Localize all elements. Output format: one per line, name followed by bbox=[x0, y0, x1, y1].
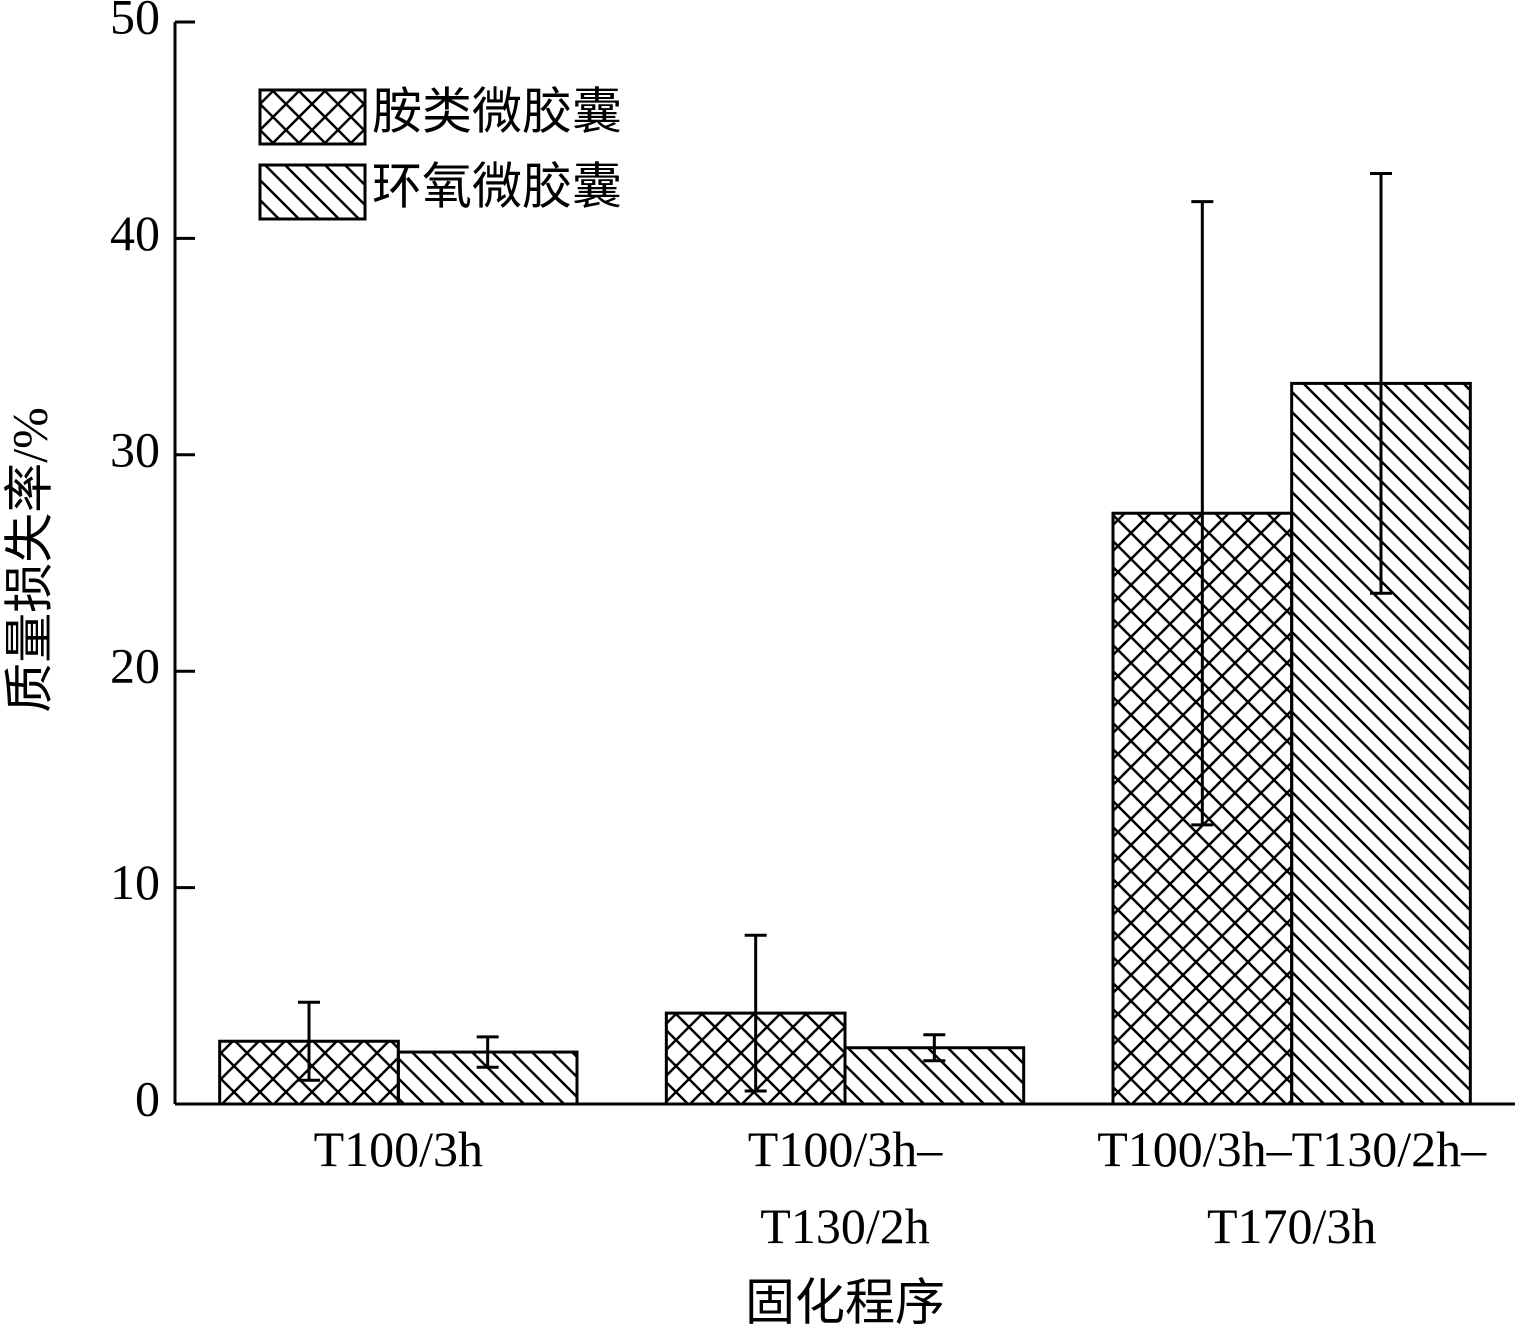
x-tick-label: T100/3h bbox=[314, 1121, 483, 1177]
legend-swatch bbox=[258, 163, 367, 221]
error-bar bbox=[744, 933, 767, 1093]
error-bar bbox=[1191, 200, 1214, 827]
error-bar bbox=[1370, 171, 1392, 595]
y-tick-label: 10 bbox=[110, 854, 160, 910]
y-tick-label: 40 bbox=[110, 205, 160, 261]
error-bar bbox=[476, 1035, 499, 1069]
error-bar bbox=[298, 1000, 320, 1082]
bar bbox=[843, 1046, 1026, 1106]
x-tick-label: T100/3h–T130/2h– T170/3h bbox=[1097, 1121, 1487, 1254]
x-axis-label: 固化程序 bbox=[745, 1274, 945, 1330]
y-tick-label: 30 bbox=[110, 421, 160, 477]
x-tick-label-line: T100/3h– bbox=[748, 1121, 943, 1177]
legend-label: 胺类微胶囊 bbox=[372, 83, 622, 139]
legend-label: 环氧微胶囊 bbox=[372, 158, 622, 214]
y-axis-label: 质量损失率/% bbox=[1, 407, 57, 713]
x-tick-label-line: T100/3h–T130/2h– bbox=[1097, 1121, 1487, 1177]
x-tick-label: T100/3h– T130/2h bbox=[748, 1121, 943, 1254]
x-tick-label-line: T170/3h bbox=[1207, 1198, 1376, 1254]
y-tick-label: 50 bbox=[110, 0, 160, 44]
y-tick-label: 0 bbox=[135, 1070, 160, 1126]
x-tick-label-line: T100/3h bbox=[314, 1121, 483, 1177]
y-tick-label: 20 bbox=[110, 638, 160, 694]
legend-swatch bbox=[258, 88, 367, 146]
x-tick-label-line: T130/2h bbox=[760, 1198, 929, 1254]
error-bar bbox=[923, 1033, 946, 1063]
